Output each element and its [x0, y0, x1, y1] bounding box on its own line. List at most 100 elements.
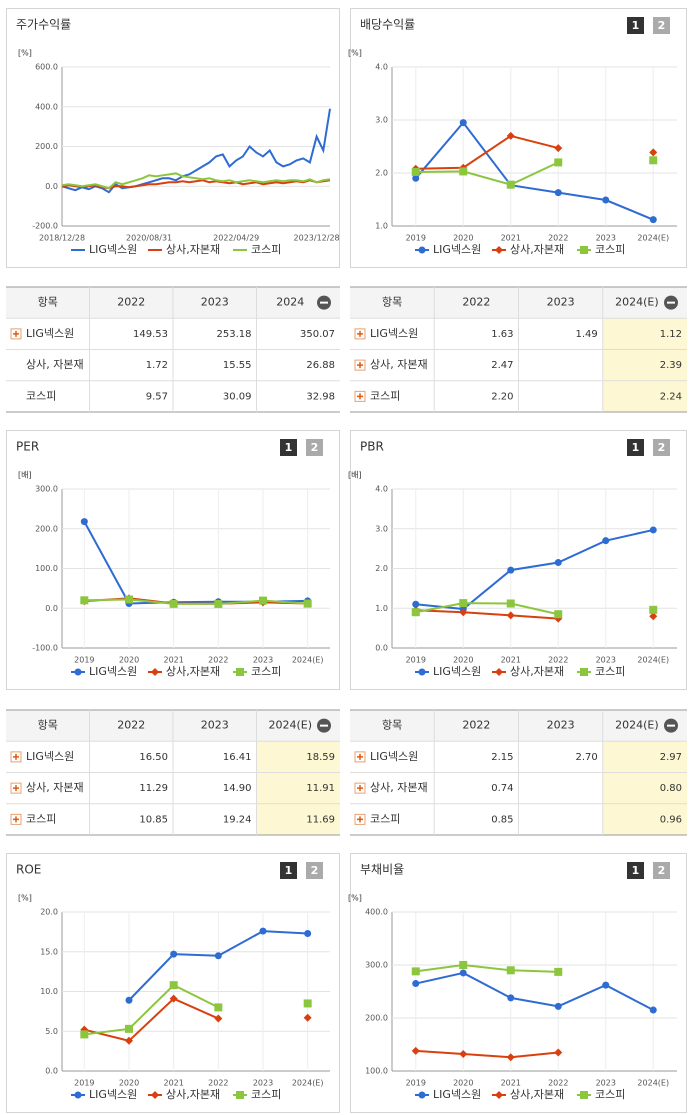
x-tick-label: 2022: [208, 1079, 228, 1088]
page-button[interactable]: [306, 439, 323, 456]
y-tick-label: -100.0: [32, 644, 58, 653]
x-tick-label: 2021: [501, 234, 521, 243]
point: [80, 1030, 89, 1039]
line: [415, 602, 559, 616]
x-tick-label: 2022/04/29: [213, 234, 259, 243]
unit-label: [%]: [18, 49, 32, 58]
page-button[interactable]: [653, 439, 670, 456]
x-tick-label: 2020: [119, 1079, 139, 1088]
x-tick-label: 2022: [548, 1079, 568, 1088]
table-header-cell: 항목: [38, 296, 58, 309]
y-tick-label: 400.0: [35, 102, 58, 111]
expand-icon-plus: [357, 330, 363, 337]
table-header-cell: 2024(E): [615, 719, 659, 732]
y-tick-label: 100.0: [35, 564, 58, 573]
point: [649, 156, 658, 165]
y-tick-label: 10.0: [40, 987, 58, 996]
legend-label: 코스피: [595, 243, 625, 256]
panel: [350, 853, 687, 1113]
point: [259, 927, 267, 935]
x-tick-label: 2019: [74, 656, 94, 665]
page-button[interactable]: [280, 439, 297, 456]
y-tick-label: 4.0: [375, 485, 388, 494]
page-button-label: 1: [632, 19, 640, 32]
line: [84, 983, 219, 1036]
panel: [350, 430, 687, 690]
point: [580, 668, 588, 676]
point: [649, 605, 658, 614]
point: [602, 981, 610, 989]
legend-label: LIG넥스원: [89, 665, 137, 678]
y-tick-label: 4.0: [375, 63, 388, 72]
point: [169, 599, 178, 608]
point: [602, 537, 610, 545]
estimate-column: [256, 741, 340, 835]
page-button[interactable]: [653, 17, 670, 34]
x-tick-label: 2021: [501, 656, 521, 665]
table-cell: 11.69: [306, 814, 335, 825]
page-button-label: 2: [658, 441, 666, 454]
x-tick-label: 2023: [253, 1079, 273, 1088]
table-header-cell: 2022: [462, 719, 490, 732]
point: [412, 174, 420, 182]
point: [236, 668, 244, 676]
x-tick-label: 2021: [163, 656, 183, 665]
legend-label: 코스피: [595, 1088, 625, 1101]
page-button[interactable]: [627, 439, 644, 456]
point: [649, 216, 657, 224]
point: [411, 1046, 420, 1055]
point: [259, 596, 267, 605]
table-cell: 15.55: [223, 360, 252, 371]
unit-label: [%]: [18, 894, 32, 903]
y-tick-label: 0.0: [45, 1067, 58, 1076]
point: [554, 144, 563, 153]
point: [411, 608, 420, 617]
point: [214, 952, 222, 960]
y-tick-label: 20.0: [40, 908, 58, 917]
point: [459, 119, 467, 127]
y-tick-label: 300.0: [365, 961, 388, 970]
table-cell: 14.90: [223, 783, 252, 794]
page-button-label: 2: [658, 19, 666, 32]
legend-label: 상사,자본재: [510, 665, 564, 678]
point: [507, 566, 515, 574]
point: [554, 189, 562, 197]
legend-label: 상사,자본재: [510, 243, 564, 256]
y-tick-label: 3.0: [375, 524, 388, 533]
legend-label: 코스피: [595, 665, 625, 678]
point: [125, 1024, 133, 1033]
table-cell: 1.72: [146, 360, 168, 371]
page-button[interactable]: [653, 862, 670, 879]
table-cell: 11.29: [139, 783, 168, 794]
x-tick-label: 2022: [548, 234, 568, 243]
y-tick-label: 1.0: [375, 604, 388, 613]
unit-label: [배]: [348, 471, 362, 480]
x-tick-label: 2019: [406, 1079, 426, 1088]
table-cell: 1.49: [575, 329, 597, 340]
table-cell: 2.20: [491, 391, 513, 402]
point: [649, 148, 658, 157]
y-tick-label: -200.0: [32, 222, 58, 231]
point: [80, 518, 88, 526]
line: [61, 172, 331, 190]
point: [554, 1002, 562, 1010]
row-label: LIG넥스원: [370, 327, 418, 340]
row-label: 코스피: [370, 812, 400, 825]
row-label: 코스피: [26, 812, 56, 825]
point: [151, 668, 159, 676]
point: [459, 599, 468, 608]
page-button[interactable]: [627, 862, 644, 879]
x-tick-label: 2020: [453, 656, 473, 665]
point: [412, 600, 420, 608]
table-header-cell: 항목: [38, 719, 58, 732]
page-button[interactable]: [627, 17, 644, 34]
page-button-label: 1: [285, 441, 293, 454]
page-button-label: 1: [632, 864, 640, 877]
page-button[interactable]: [306, 862, 323, 879]
point: [580, 246, 588, 254]
page-button[interactable]: [280, 862, 297, 879]
table-cell: 1.12: [660, 329, 682, 340]
estimate-column: [602, 741, 687, 835]
y-tick-label: 200.0: [35, 142, 58, 151]
